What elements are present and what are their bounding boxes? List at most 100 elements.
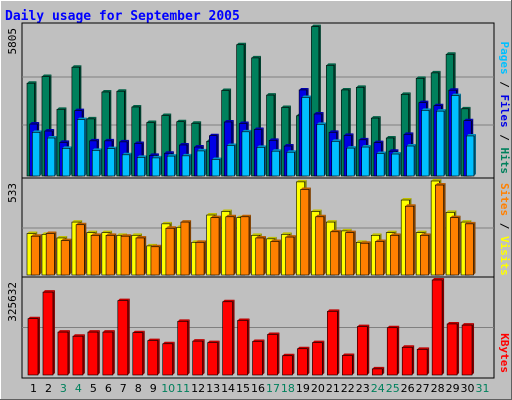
bar-kbytes-day-6-top bbox=[102, 330, 115, 333]
bar-sites-day-9-side bbox=[159, 244, 162, 275]
bar-sites-day-23-side bbox=[368, 241, 371, 275]
bar-sites-day-22-face bbox=[345, 232, 355, 276]
bar-hits-day-22-top bbox=[341, 87, 351, 90]
right-label-segment: Hits bbox=[498, 148, 511, 175]
bar-pages-day-1-top bbox=[32, 130, 42, 133]
bar-kbytes-day-23-side bbox=[367, 324, 370, 375]
bar-kbytes-day-22-top bbox=[342, 353, 355, 356]
bar-visits-day-26-top bbox=[401, 198, 412, 201]
bar-pages-day-15-top bbox=[241, 129, 252, 132]
panel-hits-files-pages: 5805 Pages / Files / Hits bbox=[6, 22, 511, 180]
bar-files-day-18-top bbox=[284, 144, 294, 147]
bar-sites-day-11-top bbox=[180, 220, 192, 223]
bar-kbytes-day-30 bbox=[461, 323, 475, 376]
bar-kbytes-day-10 bbox=[162, 341, 175, 376]
bar-kbytes-day-1 bbox=[27, 316, 40, 376]
bar-hits-day-26-top bbox=[401, 92, 411, 95]
bar-pages-day-15 bbox=[241, 129, 252, 177]
bar-sites-day-5-top bbox=[91, 233, 102, 236]
bar-sites-day-17-top bbox=[270, 239, 281, 242]
bar-sites-day-24-side bbox=[383, 239, 386, 275]
bar-files-day-22-top bbox=[344, 133, 354, 136]
right-label-segment: KBytes bbox=[498, 333, 511, 373]
bar-kbytes-day-12-side bbox=[202, 339, 205, 375]
bar-sites-day-26 bbox=[405, 204, 416, 276]
bar-pages-day-23-face bbox=[361, 146, 370, 177]
bar-pages-day-29-face bbox=[451, 95, 460, 177]
bar-kbytes-day-21 bbox=[327, 309, 340, 376]
bar-files-day-4-top bbox=[74, 108, 85, 111]
bar-kbytes-day-11-top bbox=[177, 319, 190, 322]
bar-pages-day-12-top bbox=[197, 148, 207, 151]
y-max-label: 5805 bbox=[6, 28, 19, 55]
bar-kbytes-day-26-top bbox=[402, 345, 415, 348]
bar-kbytes-day-8 bbox=[132, 330, 145, 376]
bar-kbytes-day-1-side bbox=[37, 316, 40, 375]
bar-sites-day-24-top bbox=[375, 239, 386, 242]
bar-sites-day-5 bbox=[90, 233, 102, 276]
bar-kbytes-day-20-side bbox=[322, 340, 325, 375]
bar-pages-day-22-face bbox=[346, 147, 355, 177]
bar-pages-day-19-top bbox=[301, 95, 312, 98]
bar-hits-day-20-top bbox=[311, 24, 321, 27]
bar-hits-day-29-top bbox=[446, 52, 456, 55]
bar-kbytes-day-23-face bbox=[356, 326, 368, 376]
bar-visits-day-27-top bbox=[416, 230, 427, 233]
bar-files-day-23-top bbox=[358, 137, 369, 140]
bar-kbytes-day-5-side bbox=[97, 330, 100, 375]
right-label-segment: Sites bbox=[498, 183, 511, 216]
bar-sites-day-7-top bbox=[120, 234, 132, 237]
chart-panels: 5805 Pages / Files / Hits 533 Sites / Visit… bbox=[6, 22, 511, 379]
bar-pages-day-11-side bbox=[189, 153, 192, 176]
bar-pages-day-21-top bbox=[331, 139, 342, 142]
bar-sites-day-6 bbox=[105, 233, 117, 276]
bar-visits-day-6-top bbox=[101, 230, 113, 233]
bar-kbytes-day-15 bbox=[237, 318, 250, 376]
bar-kbytes-day-25-side bbox=[397, 325, 400, 375]
bar-pages-day-19-face bbox=[301, 97, 310, 177]
bar-pages-day-29-top bbox=[451, 93, 461, 96]
bar-sites-day-22-top bbox=[345, 230, 356, 233]
bar-sites-day-18-face bbox=[285, 236, 295, 276]
bar-sites-day-10 bbox=[165, 226, 177, 276]
bar-sites-day-12 bbox=[195, 240, 207, 276]
bar-kbytes-day-30-top bbox=[462, 323, 475, 326]
bar-sites-day-15-face bbox=[240, 216, 250, 276]
bar-pages-day-15-side bbox=[249, 129, 252, 176]
bar-kbytes-day-24-top bbox=[372, 366, 385, 369]
x-tick-day-20: 20 bbox=[311, 382, 325, 395]
bar-sites-day-30-top bbox=[465, 221, 476, 224]
x-tick-day-28: 28 bbox=[431, 382, 445, 395]
bar-kbytes-day-27 bbox=[416, 347, 430, 376]
bar-sites-day-25-top bbox=[390, 233, 401, 236]
bar-hits-day-18-top bbox=[281, 105, 291, 108]
bar-kbytes-day-15-top bbox=[237, 318, 250, 321]
bar-sites-day-20-top bbox=[315, 214, 326, 217]
bar-files-day-21-top bbox=[329, 130, 339, 133]
bar-kbytes-day-4 bbox=[72, 334, 85, 376]
chart-title: Daily usage for September 2005 bbox=[5, 9, 240, 24]
x-tick-day-16: 16 bbox=[251, 382, 265, 395]
bar-pages-day-24-side bbox=[384, 151, 387, 176]
bar-sites-day-28-side bbox=[443, 183, 446, 275]
bar-pages-day-5-top bbox=[92, 148, 102, 151]
panel-visits-sites: 533 Sites / Visits bbox=[6, 177, 511, 279]
bar-sites-day-2 bbox=[45, 231, 57, 276]
bar-pages-day-7 bbox=[121, 152, 132, 177]
bar-visits-day-25-top bbox=[386, 230, 397, 233]
bar-files-day-14-top bbox=[224, 119, 234, 122]
bar-kbytes-day-29-side bbox=[457, 321, 460, 375]
bar-pages-day-17-top bbox=[271, 149, 282, 152]
bar-sites-day-30-face bbox=[464, 223, 474, 276]
bar-kbytes-day-7 bbox=[117, 298, 130, 376]
bar-pages-day-2-side bbox=[54, 136, 57, 176]
bar-pages-day-10-top bbox=[167, 154, 177, 157]
bar-kbytes-day-20-face bbox=[312, 342, 323, 376]
bar-hits-day-17-top bbox=[266, 93, 276, 96]
bar-kbytes-day-18-top bbox=[282, 353, 295, 356]
bar-pages-day-29-side bbox=[458, 93, 461, 176]
panel-kbytes: 325632 KBytes bbox=[6, 276, 511, 379]
bar-kbytes-day-3 bbox=[57, 330, 70, 376]
x-tick-day-3: 3 bbox=[60, 382, 67, 395]
bar-sites-day-15-side bbox=[248, 214, 251, 275]
